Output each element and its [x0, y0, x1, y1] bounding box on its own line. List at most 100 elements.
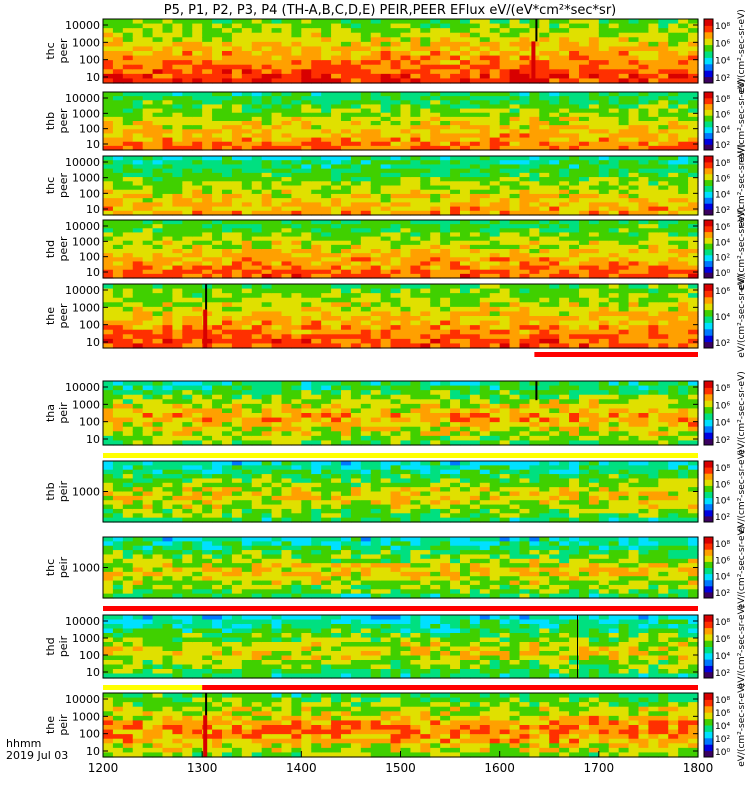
heatmap-cell — [499, 51, 511, 57]
heatmap-cell — [440, 320, 451, 326]
heatmap-cell — [549, 288, 560, 294]
heatmap-cell — [648, 249, 659, 254]
heatmap-cell — [469, 55, 481, 61]
y-tick-label: 10000 — [65, 284, 100, 297]
heatmap-cell — [588, 23, 600, 29]
heatmap-cell — [291, 343, 302, 349]
heatmap-cell — [460, 198, 471, 203]
heatmap-cell — [281, 46, 293, 52]
heatmap-cell — [162, 249, 174, 254]
heatmap-cell — [231, 121, 243, 126]
heatmap-cell — [430, 156, 441, 161]
heatmap-cell — [658, 96, 669, 101]
heatmap-cell — [420, 164, 431, 170]
heatmap-cell — [212, 206, 223, 212]
heatmap-cell — [569, 37, 580, 43]
heatmap-cell — [380, 220, 392, 225]
heatmap-cell — [380, 104, 392, 110]
heatmap-cell — [489, 228, 501, 234]
heatmap-cell — [390, 64, 402, 70]
heatmap-cell — [271, 224, 283, 229]
heatmap-cell — [688, 261, 699, 267]
heatmap-cell — [509, 297, 521, 303]
heatmap-cell — [460, 133, 471, 139]
heatmap-cell — [291, 121, 302, 126]
heatmap-cell — [103, 164, 114, 170]
heatmap-cell — [678, 198, 689, 203]
heatmap-cell — [668, 28, 679, 34]
heatmap-cell — [360, 185, 372, 191]
heatmap-cell — [678, 265, 689, 271]
heatmap-cell — [132, 177, 144, 182]
heatmap-cell — [231, 435, 243, 442]
heatmap-cell — [380, 435, 392, 442]
heatmap-cell — [152, 334, 164, 340]
heatmap-cell — [360, 202, 372, 208]
heatmap-cell — [331, 28, 342, 34]
heatmap-cell — [182, 288, 193, 294]
heatmap-cell — [559, 284, 570, 290]
heatmap-cell — [301, 129, 312, 135]
heatmap-cell — [579, 257, 590, 263]
heatmap-cell — [608, 220, 620, 225]
heatmap-cell — [182, 220, 193, 225]
heatmap-cell — [519, 164, 531, 170]
heatmap-cell — [271, 343, 283, 349]
heatmap-cell — [122, 168, 134, 174]
heatmap-cell — [569, 269, 580, 275]
heatmap-cell — [688, 55, 699, 61]
heatmap-cell — [112, 325, 124, 331]
heatmap-cell — [152, 55, 164, 61]
heatmap-cell — [400, 46, 412, 52]
heatmap-cell — [658, 133, 669, 139]
heatmap-cell — [608, 78, 620, 84]
heatmap-cell — [499, 403, 511, 410]
heatmap-cell — [450, 316, 461, 322]
heatmap-cell — [360, 100, 372, 106]
heatmap-cell — [202, 306, 213, 313]
heatmap-cell — [370, 435, 382, 442]
heatmap-cell — [400, 413, 412, 419]
heatmap-cell — [162, 210, 174, 216]
heatmap-cell — [241, 325, 253, 331]
heatmap-cell — [311, 125, 322, 130]
heatmap-cell — [350, 403, 362, 410]
heatmap-cell — [380, 426, 392, 432]
heatmap-cell — [321, 261, 332, 267]
heatmap-cell — [291, 108, 302, 114]
heatmap-cell — [628, 193, 640, 199]
heatmap-cell — [251, 440, 263, 446]
heatmap-cell — [172, 257, 183, 263]
heatmap-cell — [390, 51, 402, 57]
heatmap-cell — [489, 78, 501, 84]
heatmap-cell — [479, 51, 491, 57]
heatmap-cell — [182, 334, 193, 340]
heatmap-cell — [321, 431, 332, 437]
heatmap-cell — [678, 41, 689, 48]
heatmap-cell — [648, 51, 659, 57]
heatmap-cell — [469, 60, 481, 66]
heatmap-cell — [648, 244, 659, 250]
heatmap-cell — [529, 28, 540, 34]
heatmap-cell — [103, 177, 114, 182]
heatmap-cell — [579, 129, 590, 135]
heatmap-cell — [231, 23, 243, 29]
heatmap-cell — [638, 73, 650, 80]
heatmap-cell — [579, 116, 590, 122]
heatmap-cell — [231, 261, 243, 267]
heatmap-cell — [479, 193, 491, 199]
heatmap-cell — [648, 145, 659, 151]
heatmap-cell — [638, 181, 650, 187]
heatmap-cell — [509, 311, 521, 317]
heatmap-cell — [400, 137, 412, 143]
heatmap-cell — [222, 435, 233, 442]
heatmap-cell — [509, 334, 521, 340]
heatmap-cell — [430, 435, 441, 442]
heatmap-cell — [519, 302, 531, 308]
heatmap-cell — [658, 168, 669, 174]
heatmap-cell — [281, 228, 293, 234]
heatmap-cell — [261, 399, 273, 405]
heatmap-cell — [410, 137, 421, 143]
heatmap-cell — [688, 325, 699, 331]
heatmap-cell — [469, 265, 481, 271]
